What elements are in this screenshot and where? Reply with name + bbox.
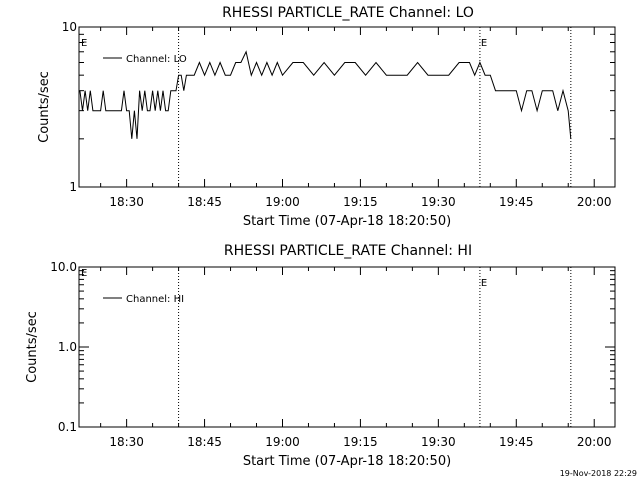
x-tick-label: 18:45 — [187, 435, 222, 449]
legend-hi-label: Channel: HI — [126, 294, 184, 305]
panel-hi-xlabel: Start Time (07-Apr-18 18:20:50) — [243, 454, 451, 469]
panel-lo-yticks: 1 10 — [62, 20, 615, 194]
panel-hi-edge-label: E — [81, 268, 87, 279]
panel-lo-frame — [78, 26, 616, 188]
y-tick-label: 1 — [69, 180, 77, 194]
x-tick-label: 19:00 — [265, 435, 300, 449]
x-tick-label: 20:00 — [577, 195, 612, 209]
panel-lo-legend: Channel: LO — [103, 54, 187, 65]
x-tick-label: 19:45 — [499, 435, 534, 449]
y-tick-label: 10.0 — [50, 260, 77, 274]
panel-lo-xlabel: Start Time (07-Apr-18 18:20:50) — [243, 214, 451, 229]
panel-hi-title: RHESSI PARTICLE_RATE Channel: HI — [224, 243, 472, 259]
panel-hi-legend: Channel: HI — [103, 294, 184, 305]
panel-lo-edge-label: E — [81, 38, 87, 49]
lo-series-line — [79, 50, 572, 139]
panel-lo-ylabel: Counts/sec — [37, 71, 52, 143]
panel-hi-yticks: 0.1 1.0 10.0 — [50, 260, 615, 434]
x-tick-label: 19:15 — [343, 435, 378, 449]
marker-label: E — [481, 38, 487, 49]
panel-hi: RHESSI PARTICLE_RATE Channel: HI Counts/… — [25, 243, 616, 469]
x-tick-label: 19:15 — [343, 195, 378, 209]
panel-hi-markers: E — [178, 267, 572, 427]
panel-lo-xticks: 18:30 18:45 19:00 19:15 19:30 19:45 20:00 — [100, 27, 612, 209]
panel-hi-frame — [78, 266, 616, 428]
y-tick-label: 0.1 — [58, 420, 77, 434]
x-tick-label: 18:45 — [187, 195, 222, 209]
x-tick-label: 18:30 — [109, 195, 144, 209]
panel-lo-title: RHESSI PARTICLE_RATE Channel: LO — [222, 5, 474, 21]
y-tick-label: 1.0 — [58, 340, 77, 354]
panel-lo: RHESSI PARTICLE_RATE Channel: LO Counts/… — [37, 5, 616, 229]
date-stamp: 19-Nov-2018 22:29 — [560, 469, 637, 478]
x-tick-label: 19:00 — [265, 195, 300, 209]
legend-lo-label: Channel: LO — [126, 54, 187, 65]
x-tick-label: 19:30 — [421, 195, 456, 209]
x-tick-label: 19:30 — [421, 435, 456, 449]
marker-label: E — [481, 278, 487, 289]
x-tick-label: 18:30 — [109, 435, 144, 449]
y-tick-label: 10 — [62, 20, 77, 34]
x-tick-label: 19:45 — [499, 195, 534, 209]
x-tick-label: 20:00 — [577, 435, 612, 449]
panel-hi-ylabel: Counts/sec — [25, 311, 40, 383]
panel-hi-xticks: 18:30 18:45 19:00 19:15 19:30 19:45 20:00 — [100, 267, 612, 449]
panel-lo-markers: E — [178, 27, 572, 187]
